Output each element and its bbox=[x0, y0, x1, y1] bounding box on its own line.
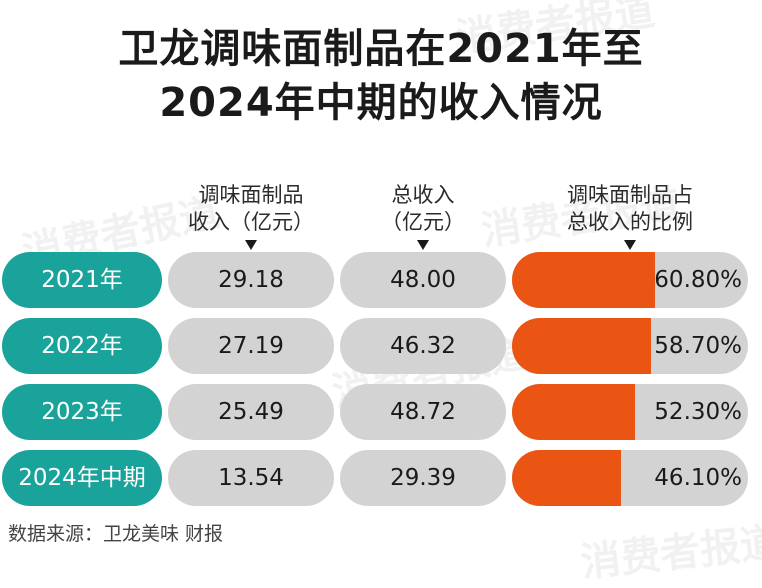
segment-revenue-cell: 25.49 bbox=[168, 384, 334, 440]
column-header-line: 调味面制品 bbox=[198, 183, 304, 207]
row-label-2021: 2021年 bbox=[2, 252, 162, 308]
down-arrow-icon bbox=[245, 240, 257, 250]
column-header-line: 总收入的比例 bbox=[567, 210, 693, 234]
ratio-label: 46.10% bbox=[654, 465, 742, 491]
chart-title-line-1: 卫龙调味面制品在2021年至 bbox=[118, 26, 644, 72]
down-arrow-icon bbox=[624, 240, 636, 250]
column-header-total-revenue: 总收入 （亿元） bbox=[340, 182, 506, 250]
total-revenue-cell: 46.32 bbox=[340, 318, 506, 374]
column-header-ratio: 调味面制品占 总收入的比例 bbox=[512, 182, 748, 250]
ratio-bar: 58.70% bbox=[512, 318, 748, 374]
ratio-bar-fill bbox=[512, 318, 651, 374]
segment-revenue-cell: 13.54 bbox=[168, 450, 334, 506]
ratio-bar: 52.30% bbox=[512, 384, 748, 440]
chart-title: 卫龙调味面制品在2021年至 2024年中期的收入情况 bbox=[0, 22, 762, 130]
ratio-label: 60.80% bbox=[654, 267, 742, 293]
ratio-bar-fill bbox=[512, 450, 621, 506]
ratio-label: 58.70% bbox=[654, 333, 742, 359]
segment-revenue-cell: 29.18 bbox=[168, 252, 334, 308]
total-revenue-cell: 29.39 bbox=[340, 450, 506, 506]
total-revenue-cell: 48.72 bbox=[340, 384, 506, 440]
ratio-bar-fill bbox=[512, 384, 635, 440]
column-header-segment-revenue: 调味面制品 收入（亿元） bbox=[168, 182, 334, 250]
watermark: 消费者报道 bbox=[578, 518, 762, 587]
column-header-line: 总收入 bbox=[391, 183, 455, 207]
total-revenue-cell: 48.00 bbox=[340, 252, 506, 308]
column-header-line: （亿元） bbox=[381, 210, 465, 234]
column-header-line: 调味面制品占 bbox=[567, 183, 693, 207]
down-arrow-icon bbox=[417, 240, 429, 250]
ratio-bar: 46.10% bbox=[512, 450, 748, 506]
chart-title-line-2: 2024年中期的收入情况 bbox=[159, 80, 603, 126]
ratio-label: 52.30% bbox=[654, 399, 742, 425]
column-header-line: 收入（亿元） bbox=[188, 210, 314, 234]
row-label-2023: 2023年 bbox=[2, 384, 162, 440]
ratio-bar-fill bbox=[512, 252, 655, 308]
data-source: 数据来源：卫龙美味 财报 bbox=[8, 523, 224, 545]
segment-revenue-cell: 27.19 bbox=[168, 318, 334, 374]
row-label-2022: 2022年 bbox=[2, 318, 162, 374]
row-label-2024-midyear: 2024年中期 bbox=[2, 450, 162, 506]
ratio-bar: 60.80% bbox=[512, 252, 748, 308]
